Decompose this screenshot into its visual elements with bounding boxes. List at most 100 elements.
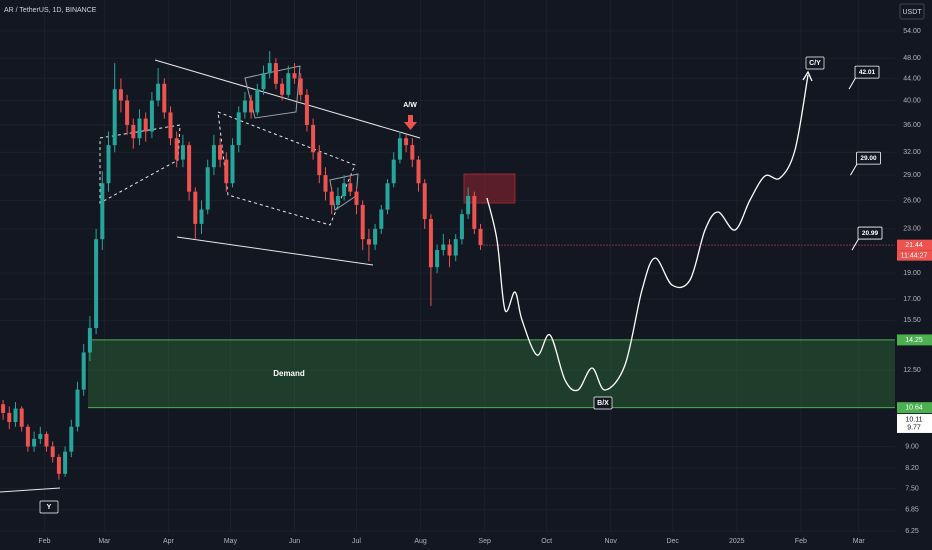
x-tick-label: May: [224, 538, 238, 545]
x-tick-label: Sep: [478, 538, 491, 545]
grid: [0, 0, 895, 532]
candle-body: [50, 446, 55, 458]
target-box: [854, 65, 880, 79]
candles: [1, 51, 483, 480]
x-tick-label: Feb: [795, 538, 807, 545]
currency: USDT: [902, 9, 922, 16]
candle-body: [100, 183, 105, 240]
wave-label-box: [39, 500, 59, 514]
currency-box: [899, 3, 925, 20]
y-tick-label: 7.50: [905, 486, 919, 493]
candle-body: [267, 63, 272, 74]
x-tick-label: 2025: [729, 538, 745, 545]
wave-label-box: [805, 56, 825, 70]
y-tick-label: 12.50: [903, 367, 921, 374]
candle-body: [404, 138, 409, 146]
y-tick-label: 15.50: [903, 317, 921, 324]
candle-body: [342, 183, 347, 197]
candle-body: [348, 183, 353, 192]
axes: 54.00 48.00 44.00 40.00 36.00 32.00 29.00 26.00…: [38, 28, 932, 545]
trend-line: [0, 487, 61, 493]
candle-body: [416, 159, 421, 184]
candle-body: [7, 412, 12, 423]
candle-body: [180, 145, 185, 160]
projection-arrow: [802, 70, 813, 82]
y-tick-label: 6.25: [905, 528, 919, 535]
x-tick-label: Mar: [853, 538, 866, 545]
candle-body: [453, 239, 458, 256]
countdown-box: [897, 250, 932, 261]
demand-zone: Demand: [88, 339, 895, 409]
candle-body: [335, 196, 340, 205]
trend-line: [176, 236, 374, 266]
y-tick-label: 8.20: [905, 465, 919, 472]
candle-body: [187, 145, 192, 192]
y-tick-label: 54.00: [903, 28, 921, 35]
candle-body: [354, 191, 359, 205]
candle-body: [242, 100, 247, 113]
candle-body: [143, 118, 148, 132]
x-tick-label: Feb: [38, 538, 50, 545]
candle-body: [149, 100, 154, 132]
x-tick-label: Jul: [352, 538, 361, 545]
candle-body: [280, 83, 285, 95]
candle-body: [317, 152, 322, 176]
candle-body: [230, 145, 235, 184]
zone-bottom-tag: 10.64: [905, 405, 923, 412]
y-tick-label: 9.00: [905, 443, 919, 450]
candle-body: [249, 100, 254, 113]
candle-body: [13, 408, 18, 423]
candle-body: [193, 191, 198, 224]
dashed-shape: [217, 111, 356, 226]
candle-body: [379, 209, 384, 229]
candle-body: [112, 89, 117, 146]
candle-body: [131, 124, 136, 139]
target-box: [857, 226, 883, 240]
price-tag-box: [897, 421, 932, 433]
x-tick-label: Aug: [414, 538, 427, 545]
candle-body: [224, 159, 229, 184]
zone-fill: [88, 339, 895, 408]
y-tick-label: 40.00: [903, 97, 921, 104]
y-tick-label: 36.00: [903, 122, 921, 129]
y-tick-label: 6.85: [905, 507, 919, 514]
candle-body: [397, 138, 402, 160]
y-tick-label: 17.00: [903, 296, 921, 303]
candle-body: [75, 389, 80, 427]
projection-path: [486, 74, 809, 392]
countdown: 11:44:27: [901, 253, 928, 260]
last-price-tag-box: [897, 239, 932, 251]
candle-body: [478, 228, 483, 246]
target-pointer: [851, 237, 860, 251]
target-label: 42.01: [859, 69, 876, 76]
annotations: A/W B/X C/Y Y 42.01 29.00 20.99: [39, 56, 883, 514]
zone-label: Demand: [273, 369, 305, 378]
y-tick-label: 19.00: [903, 270, 921, 277]
candle-body: [236, 112, 241, 146]
trend-line: [154, 59, 421, 139]
candle-body: [63, 451, 68, 474]
arrow-shaft: [408, 115, 413, 122]
x-tick-label: Jun: [289, 538, 300, 545]
candle-body: [25, 426, 30, 447]
candle-body: [81, 352, 86, 390]
candle-body: [1, 404, 6, 413]
candle-body: [385, 183, 390, 210]
candle-body: [205, 167, 210, 210]
candle-body: [435, 249, 440, 268]
candle-body: [366, 239, 371, 245]
x-tick-label: Nov: [604, 538, 617, 545]
wave-label: Y: [47, 504, 52, 511]
candle-body: [94, 239, 99, 329]
last-price-tag: 21.44: [905, 242, 923, 249]
candle-body: [19, 408, 24, 427]
candle-body: [286, 73, 291, 95]
candle-body: [459, 214, 464, 240]
y-tick-label: 23.00: [903, 226, 921, 233]
candle-body: [410, 145, 415, 160]
x-tick-label: Apr: [163, 538, 175, 545]
candle-body: [323, 175, 328, 192]
price-tag-box: [897, 414, 932, 426]
candle-body: [162, 83, 167, 113]
